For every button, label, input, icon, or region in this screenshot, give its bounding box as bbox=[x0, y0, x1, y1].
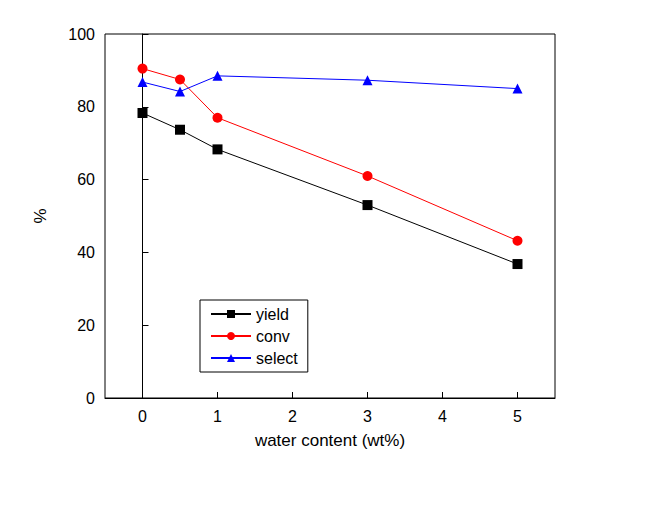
svg-text:80: 80 bbox=[77, 98, 95, 115]
svg-text:1: 1 bbox=[213, 408, 222, 425]
svg-text:yield: yield bbox=[256, 306, 289, 323]
svg-text:conv: conv bbox=[256, 328, 290, 345]
svg-text:water content (wt%): water content (wt%) bbox=[254, 431, 405, 450]
svg-text:5: 5 bbox=[513, 408, 522, 425]
svg-text:0: 0 bbox=[86, 390, 95, 407]
svg-text:100: 100 bbox=[68, 26, 95, 43]
svg-text:40: 40 bbox=[77, 244, 95, 261]
svg-text:4: 4 bbox=[438, 408, 447, 425]
svg-text:60: 60 bbox=[77, 171, 95, 188]
svg-text:%: % bbox=[31, 208, 50, 223]
svg-text:20: 20 bbox=[77, 317, 95, 334]
svg-text:select: select bbox=[256, 350, 298, 367]
svg-text:0: 0 bbox=[138, 408, 147, 425]
svg-text:2: 2 bbox=[288, 408, 297, 425]
svg-text:3: 3 bbox=[363, 408, 372, 425]
